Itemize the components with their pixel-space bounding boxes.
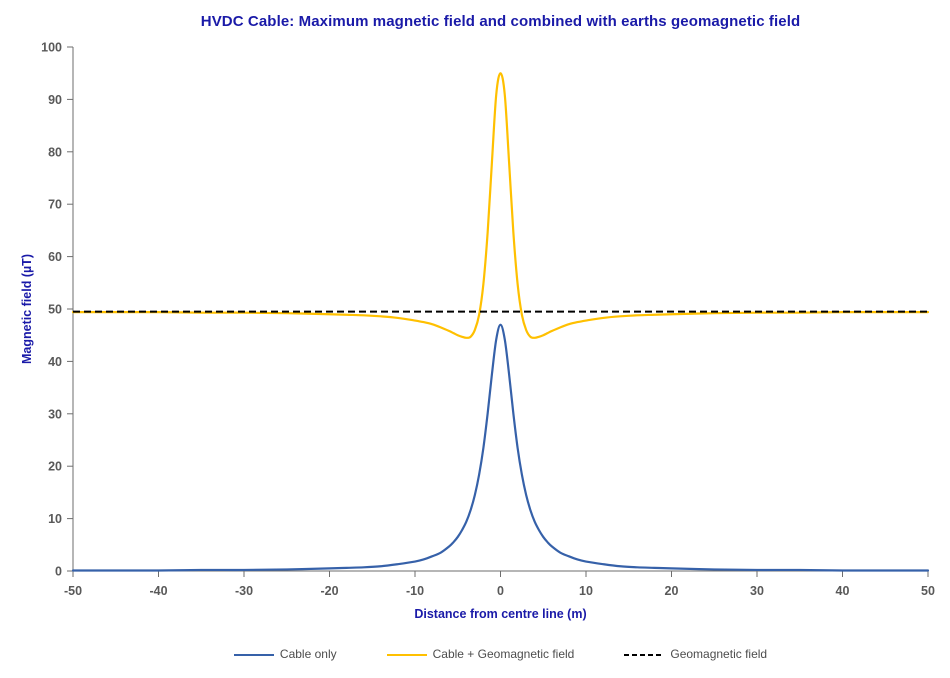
- y-axis-title: Magnetic field (µT): [20, 254, 34, 364]
- x-tick-label: 20: [665, 584, 679, 598]
- x-tick-label: -10: [406, 584, 424, 598]
- legend-sample-2: [624, 645, 665, 663]
- y-tick-label: 90: [48, 93, 62, 107]
- y-tick-label: 10: [48, 512, 62, 526]
- y-tick-label: 80: [48, 145, 62, 159]
- legend-sample-1: [386, 645, 427, 663]
- x-tick-label: -40: [149, 584, 167, 598]
- legend-item-cable-only: Cable only: [233, 645, 337, 663]
- series-line-cable-only: [71, 323, 930, 572]
- x-axis-title: Distance from centre line (m): [414, 607, 587, 621]
- legend-label-cable-only: Cable only: [279, 647, 337, 661]
- x-tick-label: 50: [921, 584, 935, 598]
- legend-item-geomagnetic: Geomagnetic field: [624, 645, 767, 663]
- y-tick-label: 70: [48, 198, 62, 212]
- y-tick-label: 0: [55, 565, 62, 579]
- legend-item-cable-plus-geomagnetic: Cable + Geomagnetic field: [386, 645, 575, 663]
- legend-sample-line-icon: [386, 654, 427, 656]
- chart-legend: Cable only Cable + Geomagnetic field Geo…: [73, 644, 928, 664]
- x-tick-label: -50: [64, 584, 82, 598]
- series-line-cable-geomagnetic-field: [71, 72, 930, 339]
- x-tick-label: 40: [836, 584, 850, 598]
- y-tick-label: 20: [48, 460, 62, 474]
- x-tick-label: 10: [579, 584, 593, 598]
- y-tick-label: 40: [48, 355, 62, 369]
- x-tick-label: 0: [497, 584, 504, 598]
- x-tick-label: -30: [235, 584, 253, 598]
- legend-sample-line-icon: [624, 654, 665, 656]
- y-tick-label: 30: [48, 407, 62, 421]
- chart-title: HVDC Cable: Maximum magnetic field and c…: [200, 13, 801, 30]
- legend-sample-0: [233, 645, 274, 663]
- y-tick-label: 60: [48, 250, 62, 264]
- legend-label-cable-plus-geomagnetic: Cable + Geomagnetic field: [432, 647, 575, 661]
- x-tick-label: -20: [320, 584, 338, 598]
- y-tick-label: 100: [41, 41, 62, 55]
- legend-label-geomagnetic: Geomagnetic field: [670, 647, 768, 661]
- legend-sample-line-icon: [233, 654, 274, 656]
- x-tick-label: 30: [750, 584, 764, 598]
- y-tick-label: 50: [48, 303, 62, 317]
